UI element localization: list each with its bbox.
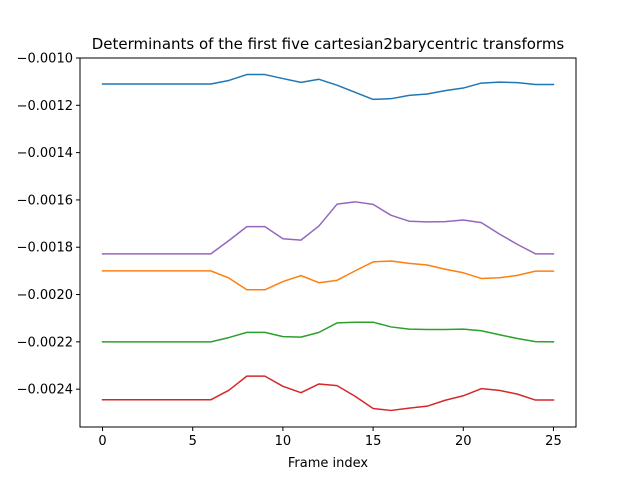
series-layer <box>101 73 555 412</box>
x-tick-label: 20 <box>455 434 472 449</box>
plot-frame <box>79 57 577 428</box>
x-tick-label: 10 <box>275 434 292 449</box>
y-tick-label: −0.0018 <box>17 241 73 256</box>
series-line-5 <box>101 201 555 255</box>
series-line-3 <box>101 321 555 343</box>
y-tick-label: −0.0020 <box>17 288 73 303</box>
x-axis-ticks: 0 5 10 15 20 25 <box>98 427 562 449</box>
chart-title: Determinants of the first five cartesian… <box>92 35 565 53</box>
y-tick-label: −0.0010 <box>17 52 73 67</box>
y-axis-ticks: −0.0010 −0.0012 −0.0014 −0.0016 −0.0018 −0.00… <box>17 52 80 398</box>
x-tick-label: 0 <box>98 434 106 449</box>
series-line-4 <box>101 375 555 412</box>
y-tick-label: −0.0016 <box>17 193 73 208</box>
x-tick-label: 15 <box>365 434 382 449</box>
x-tick-label: 5 <box>189 434 197 449</box>
y-tick-label: −0.0012 <box>17 99 73 114</box>
y-tick-label: −0.0024 <box>17 383 73 398</box>
x-axis-label: Frame index <box>288 456 369 471</box>
y-tick-label: −0.0022 <box>17 335 73 350</box>
plot-area <box>80 58 576 427</box>
series-line-1 <box>101 73 555 101</box>
series-line-2 <box>101 260 555 291</box>
y-tick-label: −0.0014 <box>17 146 73 161</box>
x-tick-label: 25 <box>545 434 562 449</box>
